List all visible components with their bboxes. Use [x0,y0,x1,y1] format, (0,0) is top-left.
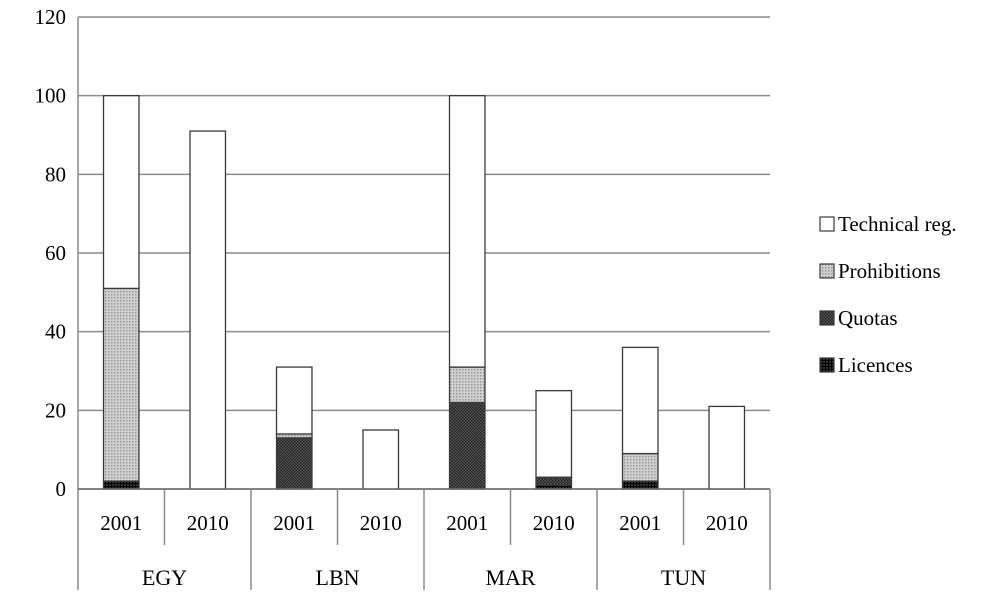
bar-segment-licences [102,480,140,490]
x-tick-label: 2010 [360,511,402,535]
bar-segment-quotas [448,401,486,490]
x-tick-label: 2001 [446,511,488,535]
bar-segment-technical-reg [102,95,140,290]
bar-segment-technical-reg [621,346,659,455]
legend-swatch [819,263,835,279]
x-tick-label: 2010 [187,511,229,535]
bar-segment-technical-reg [189,130,227,490]
y-tick-label: 80 [45,162,66,186]
x-axis: 2001 2010 2001 2010 2001 2010 2001 2010 EGY LBN MA… [77,17,771,590]
legend-swatch [819,310,835,326]
legend: Technical reg. Prohibitions Quotas Licences [819,212,957,377]
x-group-label: LBN [316,565,360,590]
y-tick-label: 40 [45,320,66,344]
y-tick-label: 60 [45,241,66,265]
x-group-label: EGY [142,565,187,590]
bar-segment-quotas [535,476,573,486]
bar-segment-prohibitions [621,452,659,482]
bar-segment-technical-reg [362,429,400,490]
legend-label: Prohibitions [838,259,941,283]
x-tick-label: 2001 [273,511,315,535]
legend-swatch [819,216,835,232]
bar-segment-prohibitions [448,366,486,404]
x-group-label: TUN [661,565,706,590]
legend-label: Licences [838,353,913,377]
gridlines [78,16,770,490]
x-tick-label: 2010 [706,511,748,535]
bar-segment-technical-reg [275,366,313,435]
bar-segment-quotas [275,437,313,490]
y-tick-label: 0 [56,477,67,501]
x-tick-label: 2001 [619,511,661,535]
bar-segment-prohibitions [102,287,140,482]
bar-segment-technical-reg [448,95,486,368]
y-tick-label: 100 [35,84,67,108]
x-tick-label: 2010 [533,511,575,535]
legend-label: Quotas [838,306,898,330]
bar-segment-technical-reg [708,405,746,490]
legend-swatch [819,357,835,373]
y-axis: 0 20 40 60 80 100 120 [35,5,67,501]
x-group-label: MAR [485,565,535,590]
y-tick-label: 120 [35,5,67,29]
bars [102,95,746,490]
x-tick-label: 2001 [100,511,142,535]
bar-segment-licences [621,480,659,490]
legend-label: Technical reg. [838,212,957,236]
bar-segment-technical-reg [535,390,573,478]
y-tick-label: 20 [45,398,66,422]
